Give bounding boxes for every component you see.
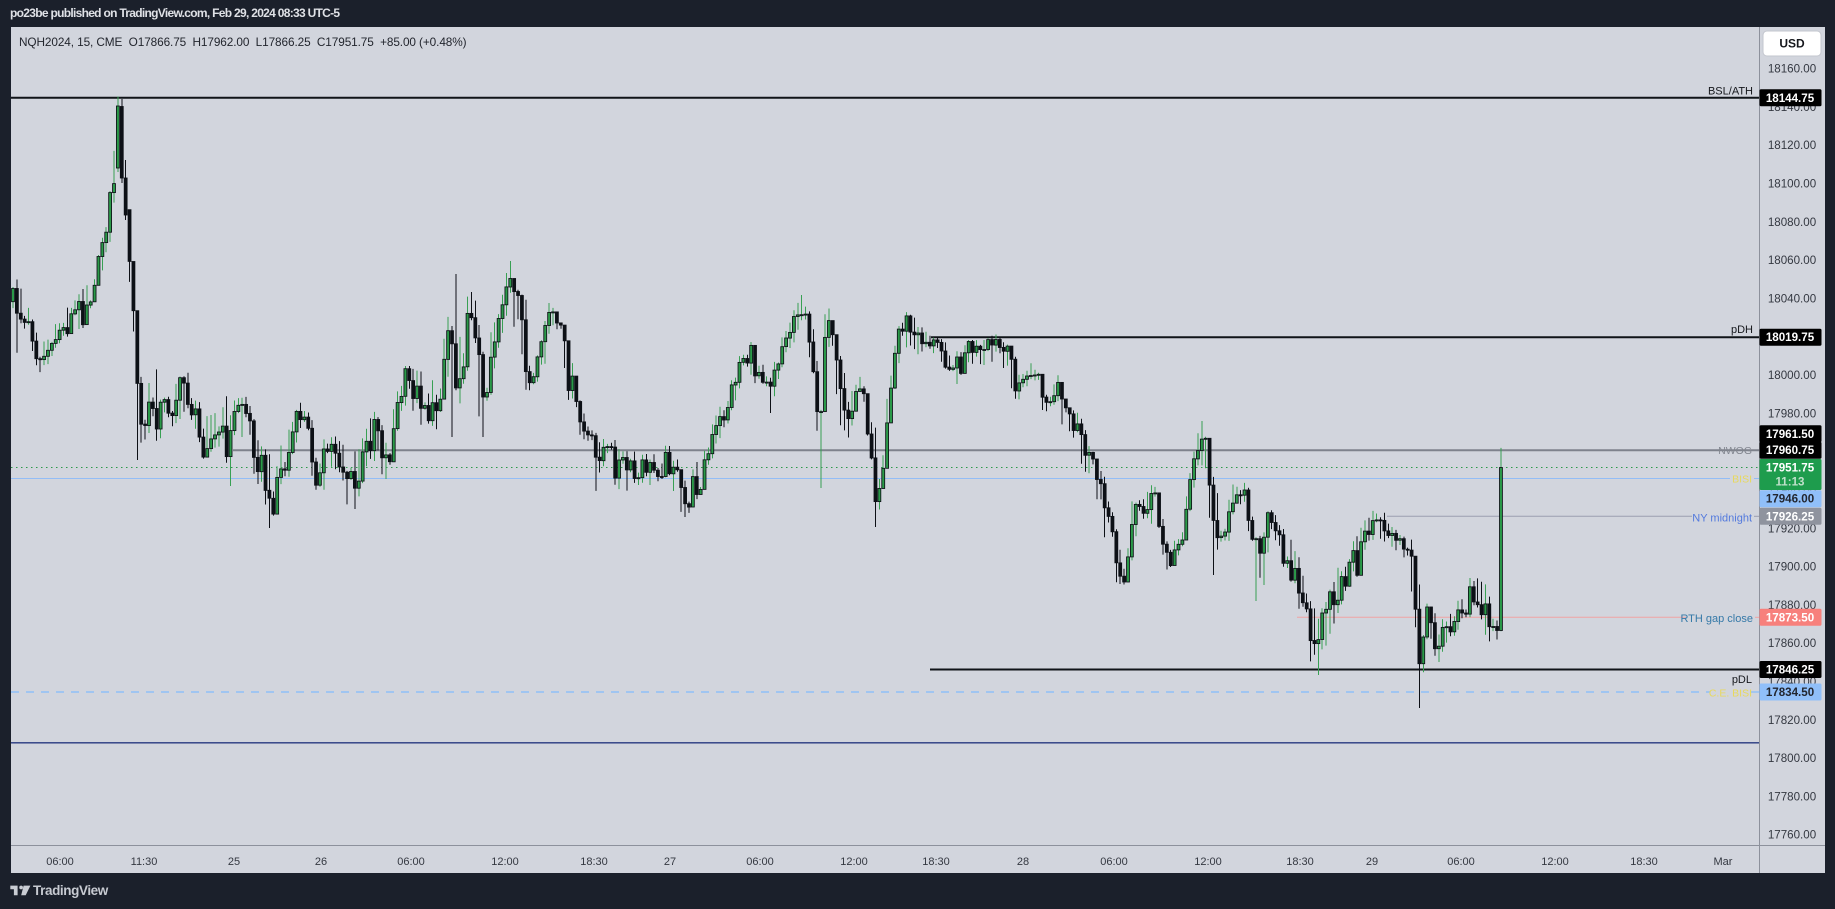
svg-text:pDH: pDH xyxy=(1731,324,1753,336)
svg-text:RTH gap close: RTH gap close xyxy=(1680,613,1753,625)
svg-text:USD: USD xyxy=(1779,37,1805,51)
svg-text:18:30: 18:30 xyxy=(922,856,950,868)
svg-text:26: 26 xyxy=(315,856,327,868)
svg-text:18:30: 18:30 xyxy=(1630,856,1658,868)
svg-text:12:00: 12:00 xyxy=(1541,856,1569,868)
svg-text:18100.00: 18100.00 xyxy=(1768,178,1816,191)
svg-text:18160.00: 18160.00 xyxy=(1768,63,1816,76)
svg-text:18060.00: 18060.00 xyxy=(1768,254,1816,267)
svg-text:17800.00: 17800.00 xyxy=(1768,752,1816,765)
svg-text:18040.00: 18040.00 xyxy=(1768,292,1816,305)
svg-text:06:00: 06:00 xyxy=(46,856,74,868)
svg-text:17946.00: 17946.00 xyxy=(1766,493,1814,506)
svg-text:06:00: 06:00 xyxy=(1447,856,1475,868)
svg-text:17980.00: 17980.00 xyxy=(1768,407,1816,420)
svg-text:11:30: 11:30 xyxy=(131,856,158,868)
svg-text:17860.00: 17860.00 xyxy=(1768,637,1816,650)
svg-text:17834.50: 17834.50 xyxy=(1766,686,1814,699)
svg-text:NY midnight: NY midnight xyxy=(1692,513,1752,525)
svg-text:BISI: BISI xyxy=(1732,474,1752,486)
svg-text:BSL/ATH: BSL/ATH xyxy=(1708,86,1753,98)
svg-text:06:00: 06:00 xyxy=(397,856,425,868)
svg-text:18:30: 18:30 xyxy=(580,856,608,868)
svg-text:18019.75: 18019.75 xyxy=(1766,331,1815,344)
svg-text:06:00: 06:00 xyxy=(1100,856,1128,868)
svg-text:12:00: 12:00 xyxy=(840,856,868,868)
svg-text:25: 25 xyxy=(228,856,240,868)
svg-text:18080.00: 18080.00 xyxy=(1768,216,1816,229)
svg-text:18120.00: 18120.00 xyxy=(1768,139,1816,152)
svg-text:28: 28 xyxy=(1017,856,1029,868)
svg-text:17873.50: 17873.50 xyxy=(1766,611,1814,624)
svg-text:27: 27 xyxy=(664,856,676,868)
svg-text:12:00: 12:00 xyxy=(1194,856,1222,868)
svg-text:17951.75: 17951.75 xyxy=(1766,462,1815,475)
svg-text:17900.00: 17900.00 xyxy=(1768,561,1816,574)
svg-text:18144.75: 18144.75 xyxy=(1766,92,1815,105)
svg-text:17760.00: 17760.00 xyxy=(1768,829,1816,842)
svg-text:17960.75: 17960.75 xyxy=(1766,444,1815,457)
svg-text:C.E. BISI: C.E. BISI xyxy=(1709,688,1752,700)
svg-text:06:00: 06:00 xyxy=(746,856,774,868)
svg-text:NWOG: NWOG xyxy=(1718,445,1752,457)
svg-text:17820.00: 17820.00 xyxy=(1768,714,1816,727)
svg-text:29: 29 xyxy=(1366,856,1378,868)
svg-text:pDL: pDL xyxy=(1732,674,1752,686)
svg-text:17780.00: 17780.00 xyxy=(1768,790,1816,803)
svg-text:17846.25: 17846.25 xyxy=(1766,664,1815,677)
svg-text:Mar: Mar xyxy=(1714,856,1733,868)
svg-text:11:13: 11:13 xyxy=(1775,476,1805,489)
svg-text:17880.00: 17880.00 xyxy=(1768,599,1816,612)
svg-text:12:00: 12:00 xyxy=(491,856,519,868)
svg-text:17920.00: 17920.00 xyxy=(1768,522,1816,535)
svg-text:18000.00: 18000.00 xyxy=(1768,369,1816,382)
svg-text:17961.50: 17961.50 xyxy=(1766,428,1814,441)
svg-text:18:30: 18:30 xyxy=(1286,856,1314,868)
svg-text:17926.25: 17926.25 xyxy=(1766,510,1815,523)
